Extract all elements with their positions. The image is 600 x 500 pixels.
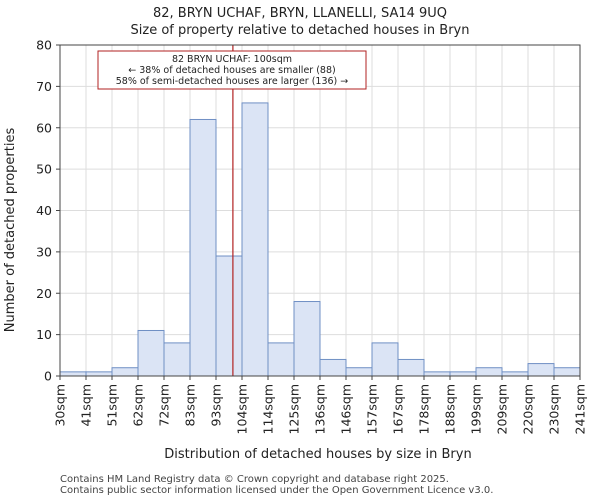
y-axis-label: Number of detached properties — [3, 128, 18, 333]
y-tick-label: 50 — [36, 162, 52, 177]
histogram-bar — [215, 255, 243, 377]
histogram-bar — [85, 371, 113, 377]
x-tick-label: 83sqm — [183, 384, 198, 427]
x-tick-label: 220sqm — [521, 384, 536, 434]
y-tick-label: 10 — [36, 327, 52, 342]
y-axis-ticks: 0 10 20 30 40 50 60 70 80 — [36, 38, 60, 384]
y-tick-label: 30 — [36, 244, 52, 259]
footer-attribution-2: Contains public sector information licen… — [60, 485, 494, 496]
x-tick-label: 62sqm — [131, 384, 146, 427]
x-tick-label: 51sqm — [105, 384, 120, 427]
x-tick-label: 157sqm — [365, 384, 380, 434]
x-tick-label: 114sqm — [261, 384, 276, 434]
annotation-line-3: 58% of semi-detached houses are larger (… — [116, 76, 349, 87]
histogram-bar — [371, 342, 399, 377]
histogram-bar — [449, 371, 477, 377]
x-tick-label: 93sqm — [209, 384, 224, 427]
histogram-bar — [423, 371, 451, 377]
histogram-bar — [553, 367, 581, 377]
histogram-bar — [345, 367, 373, 377]
y-tick-label: 20 — [36, 286, 52, 301]
marker-annotation: 82 BRYN UCHAF: 100sqm ← 38% of detached … — [97, 50, 367, 90]
histogram-bar — [241, 102, 269, 377]
histogram-bar — [189, 118, 217, 377]
histogram-bar — [267, 342, 295, 377]
x-tick-label: 209sqm — [495, 384, 510, 434]
x-tick-label: 199sqm — [469, 384, 484, 434]
x-tick-label: 146sqm — [339, 384, 354, 434]
bars-layer — [59, 102, 581, 377]
histogram-bar — [137, 329, 165, 377]
y-tick-label: 40 — [36, 203, 52, 218]
histogram-bar — [397, 358, 425, 377]
y-tick-label: 80 — [36, 38, 52, 53]
histogram-bar — [163, 342, 191, 377]
y-tick-label: 70 — [36, 79, 52, 94]
x-tick-label: 72sqm — [157, 384, 172, 427]
x-tick-label: 104sqm — [235, 384, 250, 434]
x-tick-label: 241sqm — [573, 384, 588, 434]
x-tick-label: 167sqm — [391, 384, 406, 434]
y-tick-label: 60 — [36, 120, 52, 135]
x-tick-label: 188sqm — [443, 384, 458, 434]
histogram-bar — [293, 301, 321, 377]
histogram-bar — [475, 367, 503, 377]
histogram-bar — [111, 367, 139, 377]
chart-subtitle: Size of property relative to detached ho… — [131, 23, 470, 38]
x-tick-label: 41sqm — [79, 384, 94, 427]
x-tick-label: 136sqm — [313, 384, 328, 434]
x-tick-label: 178sqm — [417, 384, 432, 434]
chart-title: 82, BRYN UCHAF, BRYN, LLANELLI, SA14 9UQ — [153, 6, 447, 21]
x-tick-label: 30sqm — [53, 384, 68, 427]
x-axis-label: Distribution of detached houses by size … — [164, 447, 471, 462]
footer-attribution-1: Contains HM Land Registry data © Crown c… — [60, 474, 449, 485]
histogram-bar — [501, 371, 529, 377]
y-tick-label: 0 — [44, 369, 52, 384]
x-tick-label: 230sqm — [547, 384, 562, 434]
histogram-bar — [59, 371, 87, 377]
annotation-line-1: 82 BRYN UCHAF: 100sqm — [172, 54, 292, 65]
annotation-box — [97, 50, 367, 90]
histogram-bar — [527, 363, 555, 377]
x-axis-ticks: 30sqm 41sqm 51sqm 62sqm 72sqm 83sqm 93sqm 104sq… — [53, 376, 588, 434]
histogram-bar — [319, 358, 347, 377]
annotation-line-2: ← 38% of detached houses are smaller (88… — [128, 65, 335, 76]
x-tick-label: 125sqm — [287, 384, 302, 434]
